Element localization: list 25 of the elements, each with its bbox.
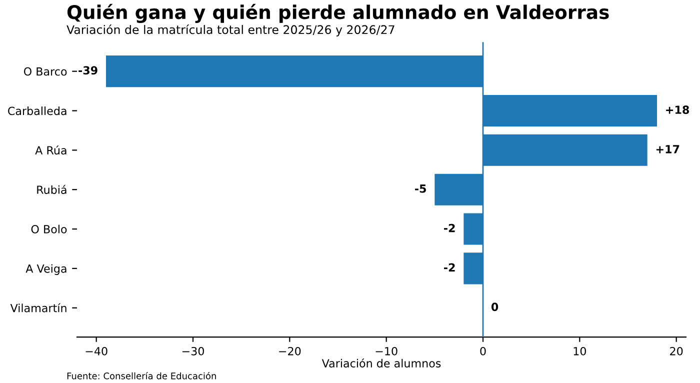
y-tick-label: A Veiga	[26, 264, 66, 275]
x-tick-label: −20	[279, 346, 301, 356]
data-label: +17	[656, 145, 680, 154]
x-axis-title: Variación de alumnos	[322, 358, 441, 368]
y-tick-label: Vilamartín	[10, 303, 66, 312]
y-tick-label: A Rúa	[35, 145, 66, 155]
data-label: -5	[415, 184, 426, 193]
data-label: -2	[444, 224, 455, 232]
source-note: Fuente: Consellería de Educación	[67, 372, 216, 380]
data-label: 0	[491, 302, 498, 312]
y-tick-label: Rubiá	[37, 184, 66, 194]
y-tick-label: Carballeda	[8, 106, 66, 116]
chart-subtitle: Variación de la matrícula total entre 2025/26 y 2026/27	[66, 24, 394, 36]
x-tick-label: −30	[182, 346, 204, 356]
x-tick-label: −40	[86, 346, 108, 356]
x-tick-label: 0	[480, 346, 486, 356]
y-tick-label: O Bolo	[31, 224, 67, 234]
y-tick-label: O Barco	[24, 67, 67, 76]
chart-title: Quién gana y quién pierde alumnado en Valdeorras	[67, 4, 609, 23]
data-label: -39	[78, 66, 98, 75]
x-tick-label: 20	[670, 346, 683, 356]
data-label: -2	[444, 263, 455, 272]
data-label: +18	[666, 106, 689, 114]
x-tick-label: −10	[376, 346, 398, 356]
x-tick-label: 10	[574, 346, 586, 356]
